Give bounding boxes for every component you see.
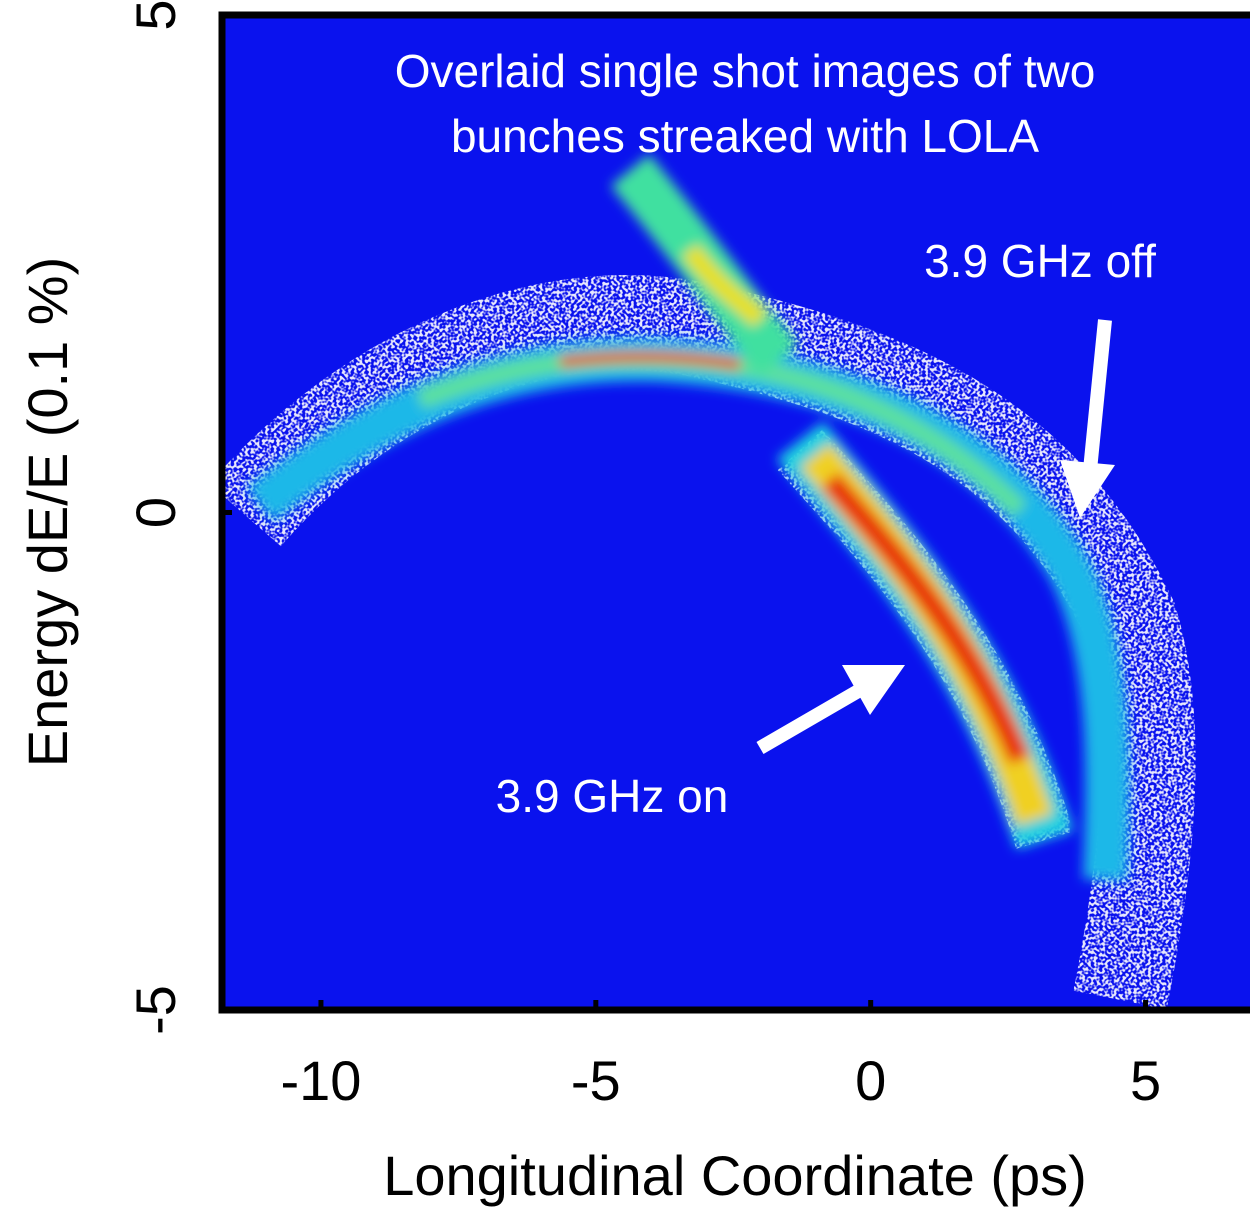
x-tick-label: -10: [280, 1049, 361, 1112]
y-tick-label: 0: [124, 497, 187, 528]
annotation: 3.9 GHz on: [496, 770, 729, 822]
beam-image: [209, 153, 1196, 1010]
annotation: 3.9 GHz off: [924, 235, 1156, 287]
bunch-on-peak: [821, 472, 1031, 765]
arrow: [1083, 319, 1112, 471]
x-tick-label: -5: [571, 1049, 621, 1112]
y-tick-label: 5: [124, 0, 187, 31]
annotation: Overlaid single shot images of two: [395, 45, 1096, 97]
arrow-head: [1060, 460, 1115, 518]
x-tick-label: 0: [855, 1049, 886, 1112]
arrows: [756, 319, 1115, 755]
x-axis-label: Longitudinal Coordinate (ps): [383, 1144, 1087, 1207]
annotation: bunches streaked with LOLA: [451, 110, 1039, 162]
y-tick-label: -5: [124, 985, 187, 1035]
y-axis-label: Energy dE/E (0.1 %): [16, 257, 79, 767]
bunch-off-peak: [559, 352, 741, 370]
bunch-on-upper-core: [682, 243, 768, 328]
arrow: [756, 683, 864, 755]
x-tick-label: 5: [1130, 1049, 1161, 1112]
arrow-head: [842, 665, 905, 715]
